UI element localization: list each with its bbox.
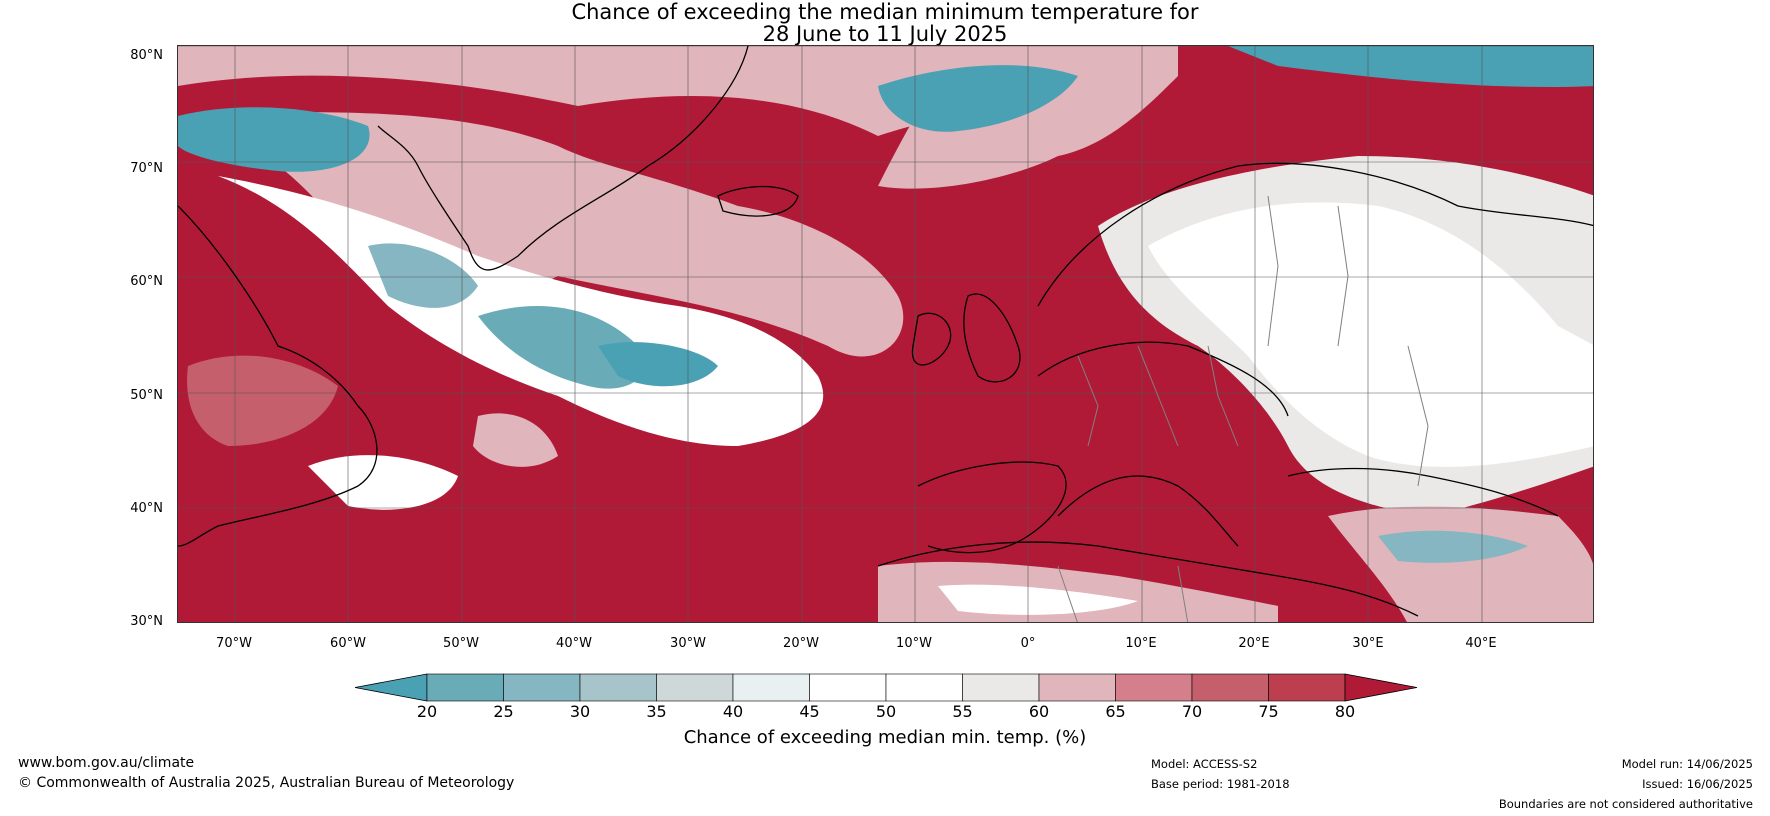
lon-label-20e: 20°E (1238, 636, 1270, 651)
north-america-coast (178, 205, 378, 547)
footer-copyright: © Commonwealth of Australia 2025, Austra… (18, 775, 515, 791)
coastlines (178, 46, 1593, 617)
colorbar-segments (354, 673, 1418, 702)
lat-label-60n: 60°N (130, 274, 163, 289)
footer-model: Model: ACCESS-S2 (1151, 757, 1258, 771)
lon-label-50w: 50°W (443, 636, 479, 651)
scandinavia-coast (1037, 162, 1593, 307)
colorbar-segment (1268, 673, 1346, 702)
colorbar-tick-label: 75 (1258, 702, 1279, 721)
map-title-line-2: 28 June to 11 July 2025 (762, 22, 1008, 46)
lat-label-30n: 30°N (130, 614, 163, 629)
lon-label-30e: 30°E (1352, 636, 1384, 651)
greenland-coast (377, 46, 749, 271)
lat-label-70n: 70°N (130, 161, 163, 176)
lon-label-70w: 70°W (216, 636, 252, 651)
iceland-coast (717, 185, 799, 217)
colorbar-segment (809, 673, 887, 702)
colorbar-segment (1191, 673, 1269, 702)
lon-label-20w: 20°W (783, 636, 819, 651)
footer-base-period: Base period: 1981-2018 (1151, 777, 1290, 791)
lat-label-80n: 80°N (130, 48, 163, 63)
colorbar-segment (503, 673, 581, 702)
colorbar-segment (732, 673, 810, 702)
colorbar-tick-label: 80 (1334, 702, 1356, 721)
colorbar-segment (1038, 673, 1116, 702)
colorbar-extend-low (354, 673, 428, 702)
probability-field (178, 46, 1593, 622)
lat-label-50n: 50°N (130, 388, 163, 403)
italy-coast (1057, 475, 1239, 547)
colorbar-tick-label: 35 (646, 702, 667, 721)
north-europe-coast (1037, 341, 1289, 417)
black-sea-coast (1287, 467, 1559, 517)
colorbar-segment (885, 673, 963, 702)
lon-label-60w: 60°W (330, 636, 366, 651)
colorbar-tick-label: 40 (722, 702, 744, 721)
colorbar-segment (962, 673, 1040, 702)
colorbar-tick-label: 45 (799, 702, 820, 721)
great-britain-coast (963, 293, 1021, 383)
graticule (178, 46, 1593, 622)
footer-issued: Issued: 16/06/2025 (1642, 777, 1753, 791)
footer-model-run: Model run: 14/06/2025 (1621, 757, 1753, 771)
map-title-line-1: Chance of exceeding the median minimum t… (571, 0, 1199, 24)
lon-label-40w: 40°W (556, 636, 592, 651)
north-africa-coast (877, 541, 1419, 617)
colorbar-segment (426, 673, 504, 702)
colorbar-tick-label: 55 (952, 702, 973, 721)
lat-label-40n: 40°N (130, 501, 163, 516)
colorbar-tick-label: 25 (493, 702, 514, 721)
colorbar-tick-label: 65 (1105, 702, 1126, 721)
colorbar-label: Chance of exceeding median min. temp. (%… (683, 727, 1087, 748)
colorbar-tick-label: 70 (1181, 702, 1203, 721)
lon-label-0: 0° (1020, 636, 1036, 651)
lon-label-10e: 10°E (1125, 636, 1157, 651)
colorbar-tick-label: 20 (416, 702, 438, 721)
map-panel (177, 45, 1594, 623)
lon-label-30w: 30°W (670, 636, 706, 651)
colorbar-tick-label: 30 (569, 702, 591, 721)
colorbar-segment (579, 673, 657, 702)
ireland-coast (911, 312, 952, 366)
colorbar-extend-high (1344, 673, 1418, 702)
lon-label-40e: 40°E (1465, 636, 1497, 651)
iberia-coast (917, 461, 1067, 554)
colorbar-tick-label: 60 (1028, 702, 1050, 721)
lon-label-10w: 10°W (896, 636, 932, 651)
footer-disclaimer: Boundaries are not considered authoritat… (1498, 797, 1753, 811)
colorbar-segment (656, 673, 734, 702)
anomaly-map (178, 46, 1593, 622)
colorbar-segment (1115, 673, 1193, 702)
colorbar-tick-label: 50 (875, 702, 897, 721)
country-borders (1057, 195, 1429, 622)
footer-website: www.bom.gov.au/climate (18, 755, 195, 771)
